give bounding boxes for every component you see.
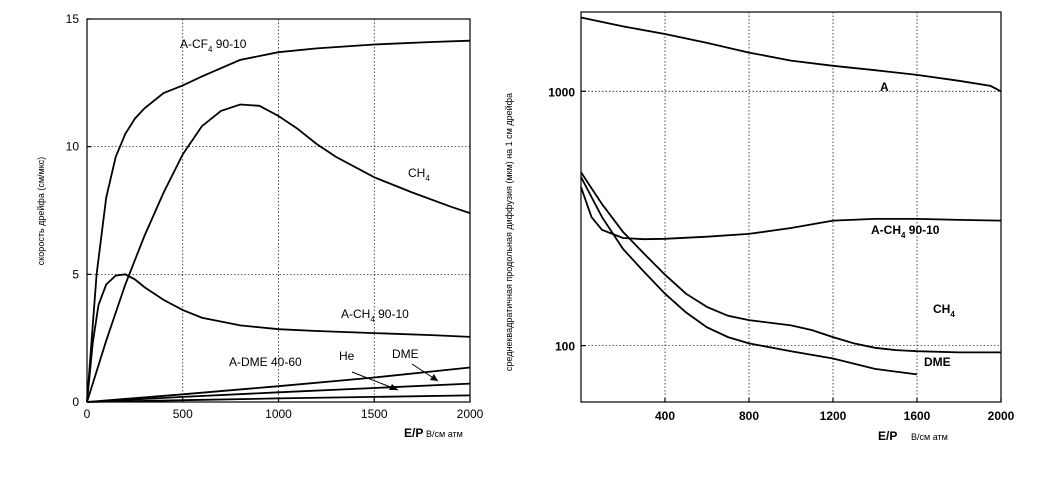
y-axis-label: скорость дрейфа (см/мкс) [36, 157, 46, 265]
series-label-a-cf4-90-10: A-CF4 90-10 [180, 37, 247, 54]
drift-velocity-chart: 0 500 1000 1500 2000 0 5 10 15 скорость дрейфа (… [36, 12, 484, 440]
y-tick-label: 15 [66, 12, 80, 26]
longitudinal-diffusion-chart: 400 800 1200 1600 2000 100 1000 среднеквадрати… [504, 11, 1015, 443]
series-label-dme: DME [392, 347, 419, 361]
x-tick-label: 1600 [904, 409, 931, 423]
series-line-dme [580, 176, 918, 376]
x-axis-unit: В/см атм [426, 429, 463, 439]
plot-frame [580, 11, 1002, 403]
series-line-a-dme-40-60 [86, 382, 471, 403]
series-label-he: He [339, 349, 355, 363]
series-label-a-ch4-90-10: A-CH4 90-10 [871, 223, 940, 240]
series-line-a-ch4-90-10 [86, 273, 471, 403]
series-line-dme [86, 366, 471, 403]
x-axis-label: E/P [404, 426, 423, 440]
x-tick-label: 0 [84, 407, 91, 421]
series-label-dme: DME [924, 355, 951, 369]
x-tick-label: 1000 [265, 407, 292, 421]
y-tick-label: 5 [72, 267, 79, 281]
series-label-a: A [880, 80, 889, 94]
x-tick-label: 2000 [988, 409, 1015, 423]
x-tick-label: 400 [655, 409, 675, 423]
annotation-arrows [351, 363, 439, 391]
series-line-ch4 [580, 171, 1001, 354]
x-tick-label: 1200 [820, 409, 847, 423]
series-label-ch4: CH4 [408, 166, 430, 183]
series-line-a-ch4-90-10 [580, 186, 1002, 241]
x-axis-unit: В/см атм [911, 432, 948, 442]
x-tick-label: 1500 [361, 407, 388, 421]
series-label-ch4: CH4 [933, 302, 955, 319]
x-tick-label: 500 [173, 407, 193, 421]
y-tick-label: 100 [555, 340, 575, 354]
series-label-a-dme-40-60: A-DME 40-60 [229, 355, 302, 369]
x-tick-label: 800 [739, 409, 759, 423]
y-tick-label: 10 [66, 140, 80, 154]
series-line-a [580, 16, 1002, 93]
series-line-a-cf4-90-10 [86, 39, 471, 403]
y-axis-label: среднеквадратичная продольная диффузия (… [504, 93, 514, 371]
y-tick-label: 1000 [548, 85, 575, 99]
series-line-ch4 [86, 103, 471, 403]
y-tick-label: 0 [72, 395, 79, 409]
series-label-a-ch4-90-10: A-CH4 90-10 [341, 307, 409, 324]
x-axis-label: E/P [878, 429, 897, 443]
x-tick-label: 2000 [457, 407, 484, 421]
